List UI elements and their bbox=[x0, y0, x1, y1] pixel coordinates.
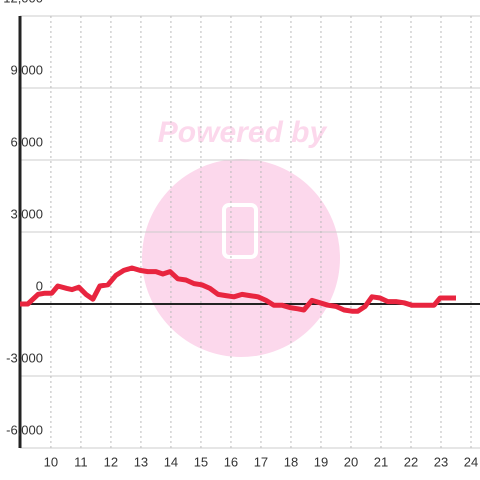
x-tick-label: 13 bbox=[134, 454, 148, 469]
watermark-icon bbox=[222, 203, 258, 259]
y-tick-label: 12,000 bbox=[3, 0, 43, 5]
x-tick-label: 15 bbox=[194, 454, 208, 469]
y-tick-label: 6,000 bbox=[10, 134, 43, 149]
x-tick-label: 10 bbox=[44, 454, 58, 469]
x-tick-label: 20 bbox=[344, 454, 358, 469]
x-tick-label: 14 bbox=[164, 454, 178, 469]
data-line bbox=[20, 265, 456, 314]
x-tick-label: 17 bbox=[254, 454, 268, 469]
x-tick-label: 16 bbox=[224, 454, 238, 469]
y-tick-label: -6,000 bbox=[6, 422, 43, 437]
x-tick-label: 24 bbox=[464, 454, 478, 469]
y-tick-label: 0 bbox=[36, 278, 43, 293]
x-tick-label: 19 bbox=[314, 454, 328, 469]
x-tick-label: 18 bbox=[284, 454, 298, 469]
x-tick-label: 23 bbox=[434, 454, 448, 469]
x-tick-label: 22 bbox=[404, 454, 418, 469]
x-tick-label: 11 bbox=[74, 454, 88, 469]
y-tick-label: 3,000 bbox=[10, 206, 43, 221]
watermark-text: Powered by bbox=[158, 116, 328, 149]
y-tick-label: -3,000 bbox=[6, 350, 43, 365]
x-tick-label: 12 bbox=[104, 454, 118, 469]
y-tick-label: 9,000 bbox=[10, 62, 43, 77]
x-tick-label: 21 bbox=[374, 454, 388, 469]
